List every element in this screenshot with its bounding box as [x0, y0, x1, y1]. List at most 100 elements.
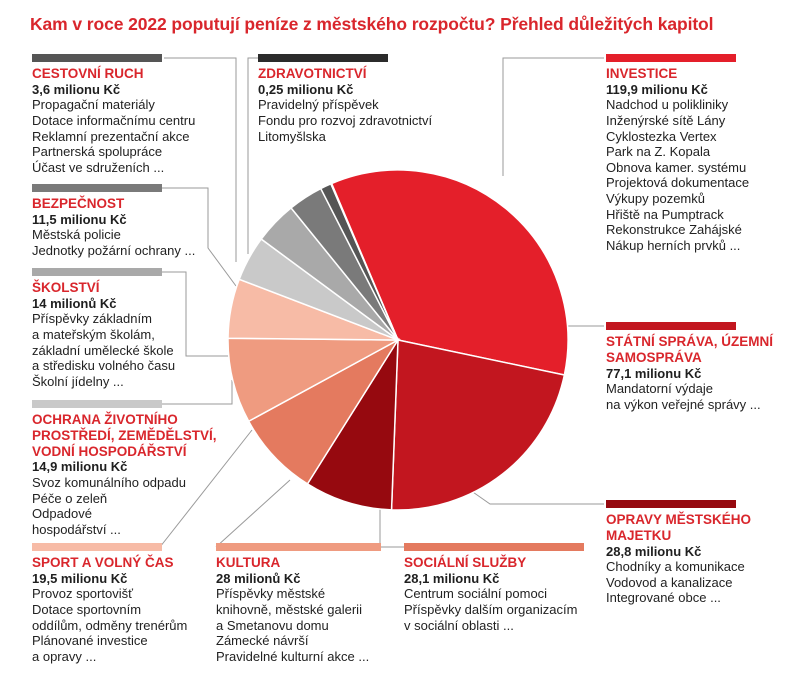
category-amount: 28,1 milionu Kč — [404, 570, 500, 586]
leader-line — [162, 187, 237, 287]
category-block: OCHRANA ŽIVOTNÍHO PROSTŘEDÍ, ZEMĚDĚLSTVÍ… — [32, 400, 232, 537]
category-color-bar — [258, 54, 388, 62]
leader-line — [502, 57, 604, 176]
category-item: Reklamní prezentační akce — [32, 128, 190, 144]
leader-line — [379, 508, 404, 548]
category-item: Cyklostezka Vertex — [606, 128, 717, 144]
category-item: Školní jídelny ... — [32, 373, 124, 389]
pie-slice — [390, 339, 566, 511]
category-color-bar — [606, 500, 736, 508]
leader-line — [215, 479, 291, 548]
category-item: hospodářství ... — [32, 521, 121, 537]
category-block: KULTURA 28 milionů Kč Příspěvky městské kni… — [216, 543, 396, 664]
category-amount: 19,5 milionu Kč — [32, 570, 128, 586]
category-name: BEZPEČNOST — [32, 196, 125, 211]
category-amount: 14,9 milionu Kč — [32, 459, 128, 475]
category-item: Litomyšlska — [258, 128, 326, 144]
category-item: Jednotky požární ochrany ... — [32, 242, 196, 258]
category-color-bar — [32, 543, 162, 551]
category-item: Partnerská spolupráce — [32, 144, 163, 160]
category-block: SPORT A VOLNÝ ČAS 19,5 milionu Kč Provoz s… — [32, 543, 212, 664]
category-item: Péče o zeleň — [32, 490, 108, 506]
category-amount: 119,9 milionu Kč — [606, 81, 708, 97]
category-block: SOCIÁLNÍ SLUŽBY 28,1 milionu Kč Centrum so… — [404, 543, 604, 633]
category-item: Svoz komunálního odpadu — [32, 474, 186, 490]
category-name: STÁTNÍ SPRÁVA, ÚZEMNÍ SAMOSPRÁVA — [606, 334, 774, 365]
category-item: Inženýrské sítě Lány — [606, 112, 726, 128]
category-item: Provoz sportovišť — [32, 586, 133, 602]
category-item: a Smetanovu domu — [216, 617, 329, 633]
category-color-bar — [32, 54, 162, 62]
category-color-bar — [606, 54, 736, 62]
category-block: ŠKOLSTVÍ 14 milionů Kč Příspěvky základním… — [32, 268, 232, 389]
category-amount: 11,5 milionu Kč — [32, 211, 127, 227]
category-amount: 3,6 milionu Kč — [32, 81, 121, 97]
category-item: Chodníky a komunikace — [606, 559, 745, 575]
category-name: OPRAVY MĚSTSKÉHO MAJETKU — [606, 512, 752, 543]
category-item: Obnova kamer. systému — [606, 159, 747, 175]
leader-line — [160, 380, 233, 405]
category-item: Mandatorní výdaje — [606, 381, 713, 397]
category-item: Pravidelné kulturní akce ... — [216, 648, 370, 664]
category-item: a mateřským školám, — [32, 326, 155, 342]
category-block: ZDRAVOTNICTVÍ 0,25 milionu Kč Pravidelný p… — [258, 54, 478, 144]
pie-slice — [306, 337, 399, 511]
category-item: knihovně, městské galerii — [216, 601, 362, 617]
category-item: Městská policie — [32, 227, 121, 243]
category-item: Nákup herních prvků ... — [606, 237, 741, 253]
category-item: Integrované obce ... — [606, 590, 721, 606]
category-item: Hřiště na Pumptrack — [606, 206, 724, 222]
category-item: Pravidelný příspěvek — [258, 97, 379, 113]
category-item: Dotace sportovním — [32, 601, 142, 617]
category-item: Plánované investice — [32, 633, 148, 649]
category-item: Příspěvky základním — [32, 311, 152, 327]
category-item: na výkon veřejné správy ... — [606, 396, 761, 412]
category-name: KULTURA — [216, 555, 281, 570]
category-block: INVESTICE 119,9 milionu Kč Nadchod u polik… — [606, 54, 784, 253]
category-color-bar — [32, 268, 162, 276]
leader-line — [159, 429, 253, 548]
category-block: OPRAVY MĚSTSKÉHO MAJETKU 28,8 milionu Kč C… — [606, 500, 784, 606]
category-color-bar — [32, 184, 162, 192]
category-amount: 77,1 milionu Kč — [606, 365, 702, 381]
category-item: Účast ve sdruženích ... — [32, 159, 165, 175]
leader-line — [469, 489, 604, 505]
chart-title: Kam v roce 2022 poputují peníze z městsk… — [30, 14, 714, 34]
category-name: SOCIÁLNÍ SLUŽBY — [404, 555, 527, 570]
category-item: Dotace informačnímu centru — [32, 112, 196, 128]
leader-line — [164, 57, 237, 262]
category-block: CESTOVNÍ RUCH 3,6 milionu Kč Propagační ma… — [32, 54, 232, 175]
category-item: Nadchod u polikliniky — [606, 97, 729, 113]
category-item: v sociální oblasti ... — [404, 617, 514, 633]
category-item: Centrum sociální pomoci — [404, 586, 548, 602]
category-color-bar — [32, 400, 162, 408]
category-item: Park na Z. Kopala — [606, 144, 711, 160]
category-item: Propagační materiály — [32, 97, 155, 113]
category-item: oddílům, odměny trenérům — [32, 617, 188, 633]
category-name: OCHRANA ŽIVOTNÍHO PROSTŘEDÍ, ZEMĚDĚLSTVÍ… — [32, 412, 217, 459]
category-block: STÁTNÍ SPRÁVA, ÚZEMNÍ SAMOSPRÁVA 77,1 mil… — [606, 322, 784, 412]
category-item: základní umělecké škole — [32, 342, 174, 358]
leader-line — [162, 271, 232, 357]
category-name: ZDRAVOTNICTVÍ — [258, 66, 367, 81]
category-item: Projektová dokumentace — [606, 175, 750, 191]
pie-slice — [330, 169, 569, 376]
category-item: Příspěvky městské — [216, 586, 326, 602]
category-item: a středisku volného času — [32, 358, 176, 374]
category-item: Výkupy pozemků — [606, 190, 705, 206]
category-amount: 0,25 milionu Kč — [258, 81, 354, 97]
category-item: Příspěvky dalším organizacím — [404, 601, 578, 617]
category-amount: 14 milionů Kč — [32, 295, 117, 311]
category-item: Vodovod a kanalizace — [606, 574, 733, 590]
category-item: Fondu pro rozvoj zdravotnictví — [258, 112, 433, 128]
category-color-bar — [606, 322, 736, 330]
category-color-bar — [216, 543, 381, 551]
category-amount: 28,8 milionu Kč — [606, 543, 702, 559]
category-name: ŠKOLSTVÍ — [32, 280, 100, 295]
category-name: SPORT A VOLNÝ ČAS — [32, 555, 174, 570]
pie-slice — [329, 182, 399, 341]
category-name: CESTOVNÍ RUCH — [32, 66, 144, 81]
leader-line — [247, 57, 258, 254]
category-item: a opravy ... — [32, 648, 97, 664]
